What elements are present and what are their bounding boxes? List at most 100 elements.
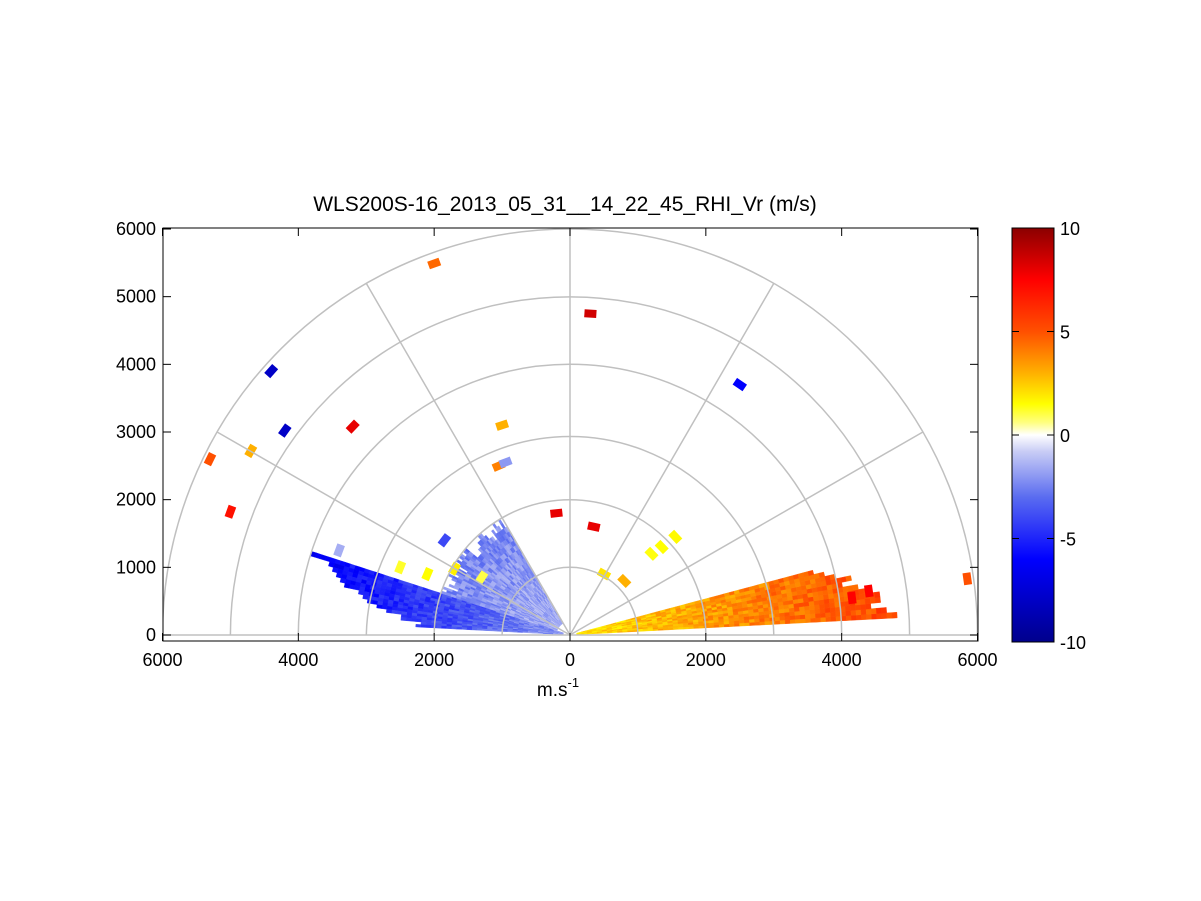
velocity-cell	[815, 617, 822, 623]
velocity-cell	[799, 614, 806, 620]
x-axis-label-exponent: -1	[568, 675, 580, 690]
velocity-cell	[865, 603, 872, 610]
velocity-cell	[880, 607, 887, 614]
velocity-cell	[754, 621, 761, 626]
velocity-cell	[522, 631, 528, 634]
x-tick-label: 2000	[686, 650, 726, 670]
velocity-cell	[784, 615, 791, 621]
y-axis-ticks: 0 1000 2000 3000 4000 5000 6000	[116, 219, 978, 645]
velocity-cell	[874, 591, 881, 598]
isolated-cell	[333, 543, 345, 558]
isolated-cell	[264, 363, 279, 379]
isolated-cell	[654, 539, 669, 555]
velocity-cell	[405, 617, 412, 622]
velocity-cell	[789, 615, 796, 620]
velocity-cell	[466, 627, 473, 631]
y-tick-label: 4000	[116, 354, 156, 374]
x-tick-label: 4000	[822, 650, 862, 670]
velocity-cell	[784, 619, 791, 625]
velocity-cell	[386, 609, 393, 614]
elevation-spoke	[569, 283, 775, 636]
velocity-cell	[371, 600, 378, 605]
velocity-cell	[845, 610, 852, 617]
velocity-cell	[358, 590, 365, 596]
isolated-cell	[427, 257, 442, 270]
velocity-cell	[807, 569, 815, 576]
velocity-cell	[858, 588, 865, 595]
velocity-cell	[381, 605, 388, 610]
velocity-cell	[805, 617, 812, 623]
velocity-cell	[376, 604, 383, 609]
velocity-cell	[461, 627, 467, 630]
velocity-cell	[850, 604, 857, 611]
velocity-cell	[855, 604, 862, 611]
velocity-cell	[845, 575, 852, 582]
velocity-cell	[764, 617, 771, 622]
velocity-cell	[819, 608, 826, 614]
chart-title: WLS200S-16_2013_05_31__14_22_45_RHI_Vr (…	[313, 193, 817, 216]
y-tick-label: 3000	[116, 422, 156, 442]
velocity-cell	[362, 594, 369, 600]
velocity-cell	[789, 611, 796, 617]
velocity-cell	[809, 604, 816, 611]
velocity-cell	[759, 621, 766, 626]
velocity-cell	[886, 612, 893, 619]
isolated-cell	[549, 508, 563, 518]
velocity-cell	[860, 603, 867, 610]
velocity-cell	[794, 614, 801, 620]
x-axis-label: m.s-1	[537, 675, 579, 701]
velocity-cell	[527, 631, 533, 634]
isolated-cell	[584, 309, 597, 318]
velocity-cell	[829, 606, 836, 613]
velocity-cell	[825, 616, 832, 622]
velocity-cell	[804, 613, 811, 619]
velocity-cell	[471, 627, 478, 631]
velocity-cell	[451, 626, 457, 630]
velocity-cell	[844, 605, 852, 612]
velocity-cell	[476, 628, 483, 631]
isolated-cell	[278, 423, 292, 438]
isolated-cell	[224, 504, 237, 519]
velocity-cell	[728, 623, 735, 627]
isolated-cell	[617, 573, 632, 588]
isolated-cell	[962, 572, 973, 586]
colorbar-tick-label: -5	[1060, 530, 1076, 550]
velocity-cell	[804, 609, 811, 615]
velocity-cell	[830, 616, 837, 622]
isolated-cell	[475, 570, 489, 585]
velocity-cell	[507, 630, 513, 633]
isolated-cell	[495, 419, 510, 431]
velocity-cell	[804, 605, 811, 611]
velocity-cell	[779, 619, 786, 625]
velocity-cell	[764, 620, 771, 626]
isolated-cell	[668, 529, 683, 545]
isolated-cell	[644, 546, 659, 561]
velocity-cell	[845, 615, 852, 621]
velocity-cell	[858, 593, 866, 600]
velocity-cell	[859, 598, 866, 605]
velocity-cell	[852, 584, 859, 591]
velocity-cell	[335, 572, 343, 579]
velocity-cell	[820, 612, 827, 618]
velocity-cell	[547, 633, 554, 635]
velocity-cell	[815, 612, 821, 619]
velocity-cell	[881, 612, 888, 619]
velocity-cell	[491, 629, 498, 632]
velocity-cell	[430, 625, 437, 629]
isolated-cell	[421, 567, 434, 582]
velocity-cell	[850, 614, 857, 621]
x-axis-label-base: m.s	[537, 680, 568, 701]
velocity-cell	[425, 624, 432, 628]
x-tick-label: 6000	[142, 650, 182, 670]
velocity-cell	[481, 628, 488, 631]
velocity-cell	[491, 529, 497, 536]
velocity-cell	[810, 617, 817, 623]
isolated-cell	[498, 456, 513, 469]
velocity-cell	[876, 613, 883, 620]
x-tick-label: 2000	[414, 650, 454, 670]
velocity-cell	[396, 610, 403, 615]
velocity-cell	[819, 603, 826, 610]
velocity-cell	[871, 613, 878, 620]
isolated-cell	[203, 451, 217, 467]
